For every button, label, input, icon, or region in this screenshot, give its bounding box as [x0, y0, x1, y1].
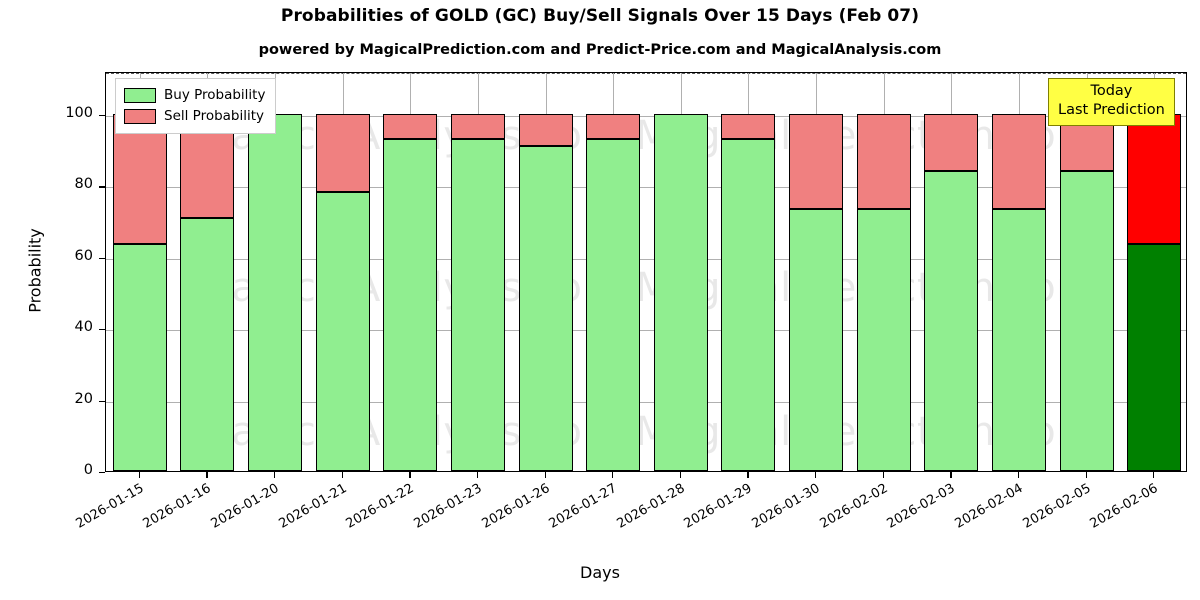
bar-segment-sell[interactable]: [450, 113, 505, 139]
bar-segment-sell[interactable]: [924, 113, 979, 171]
bar-segment-sell[interactable]: [789, 113, 844, 210]
x-axis-tick-mark: [815, 472, 817, 478]
y-axis-tick-mark: [99, 400, 105, 402]
bar-group[interactable]: [586, 73, 641, 471]
bar-segment-sell[interactable]: [112, 113, 167, 244]
bar-segment-buy[interactable]: [721, 138, 776, 471]
bar-segment-sell[interactable]: [721, 113, 776, 139]
bar-group[interactable]: [1059, 73, 1114, 471]
y-axis-tick-mark: [99, 472, 105, 474]
legend-item-sell: Sell Probability: [124, 106, 265, 127]
y-axis-tick-label: 100: [65, 104, 93, 121]
x-axis-tick-mark: [138, 472, 141, 478]
chart-title: Probabilities of GOLD (GC) Buy/Sell Sign…: [280, 6, 920, 26]
bar-group[interactable]: [112, 73, 167, 471]
x-axis-tick-mark: [747, 472, 749, 478]
y-axis-tick-label: 80: [74, 176, 93, 193]
chart-legend: Buy Probability Sell Probability: [115, 78, 277, 134]
x-axis-tick-mark: [1153, 472, 1155, 478]
legend-label-sell: Sell Probability: [164, 108, 265, 124]
reference-line: [106, 73, 1186, 74]
bar-group[interactable]: [789, 73, 844, 471]
bar-group[interactable]: [450, 73, 505, 471]
bar-segment-buy[interactable]: [1059, 171, 1114, 471]
today-annotation-line1: Today: [1090, 83, 1133, 99]
gridline-horizontal: [106, 330, 1186, 332]
bar-group[interactable]: [518, 73, 573, 471]
bar-group[interactable]: [315, 73, 370, 471]
bar-group[interactable]: [383, 73, 438, 471]
bar-segment-sell[interactable]: [586, 113, 641, 139]
x-axis-tick-mark: [206, 472, 208, 478]
x-axis-tick-mark: [950, 472, 952, 478]
bar-segment-buy[interactable]: [383, 138, 438, 471]
x-axis-tick-mark: [544, 472, 546, 478]
bar-segment-buy[interactable]: [248, 113, 303, 471]
bar-segment-sell[interactable]: [315, 113, 370, 193]
gridline-horizontal: [106, 115, 1186, 117]
x-axis-tick-mark: [274, 472, 276, 478]
bar-segment-buy[interactable]: [586, 138, 641, 471]
gridline-horizontal: [106, 258, 1186, 260]
bar-segment-sell[interactable]: [383, 113, 438, 139]
y-axis-label: Probability: [25, 228, 45, 313]
legend-swatch-sell-icon: [124, 109, 156, 124]
x-axis-tick-mark: [679, 472, 682, 478]
y-axis-tick-mark: [99, 257, 105, 259]
bar-segment-buy[interactable]: [856, 209, 911, 471]
bar-group[interactable]: [248, 73, 303, 471]
legend-label-buy: Buy Probability: [164, 87, 266, 103]
legend-item-buy: Buy Probability: [124, 85, 265, 106]
bar-segment-sell[interactable]: [856, 113, 911, 210]
x-axis-tick-mark: [882, 472, 884, 478]
y-axis-tick-label: 0: [83, 462, 93, 478]
bar-segment-buy[interactable]: [924, 171, 979, 471]
y-axis-tick-label: 20: [74, 390, 93, 407]
bar-segment-buy[interactable]: [991, 209, 1046, 471]
x-axis-tick-mark: [341, 472, 343, 478]
y-axis-tick-label: 40: [74, 319, 93, 336]
chart-subtitle: powered by MagicalPrediction.com and Pre…: [258, 42, 942, 58]
bar-group[interactable]: [1127, 73, 1182, 471]
today-annotation-line2: Last Prediction: [1058, 102, 1165, 118]
bar-segment-buy[interactable]: [315, 192, 370, 471]
y-axis-tick-mark: [99, 186, 105, 188]
bar-group[interactable]: [991, 73, 1046, 471]
bar-group[interactable]: [721, 73, 776, 471]
bar-segment-buy[interactable]: [1127, 243, 1182, 471]
bar-group[interactable]: [653, 73, 708, 471]
y-axis-tick-mark: [99, 329, 105, 331]
x-axis-tick-mark: [409, 472, 411, 478]
gridline-horizontal: [106, 401, 1186, 403]
x-axis-tick-mark: [1085, 472, 1087, 478]
bar-segment-buy[interactable]: [518, 146, 573, 471]
bar-segment-sell[interactable]: [1127, 113, 1182, 244]
bar-segment-buy[interactable]: [789, 209, 844, 471]
today-annotation: Today Last Prediction: [1048, 78, 1175, 126]
x-axis-tick-mark: [612, 472, 614, 478]
x-axis-tick-mark: [476, 472, 479, 478]
bar-segment-buy[interactable]: [112, 243, 167, 471]
bar-segment-sell[interactable]: [518, 113, 573, 146]
bar-group[interactable]: [924, 73, 979, 471]
bar-segment-buy[interactable]: [450, 138, 505, 471]
y-axis-tick-label: 60: [74, 247, 93, 264]
bar-segment-sell[interactable]: [991, 113, 1046, 210]
legend-swatch-buy-icon: [124, 88, 156, 103]
x-axis-tick-mark: [1017, 472, 1020, 478]
bar-group[interactable]: [856, 73, 911, 471]
gridline-horizontal: [106, 187, 1186, 189]
bar-segment-buy[interactable]: [653, 113, 708, 471]
y-axis-tick-mark: [99, 114, 105, 117]
bar-segment-buy[interactable]: [180, 218, 235, 471]
x-axis-label: Days: [580, 563, 620, 582]
